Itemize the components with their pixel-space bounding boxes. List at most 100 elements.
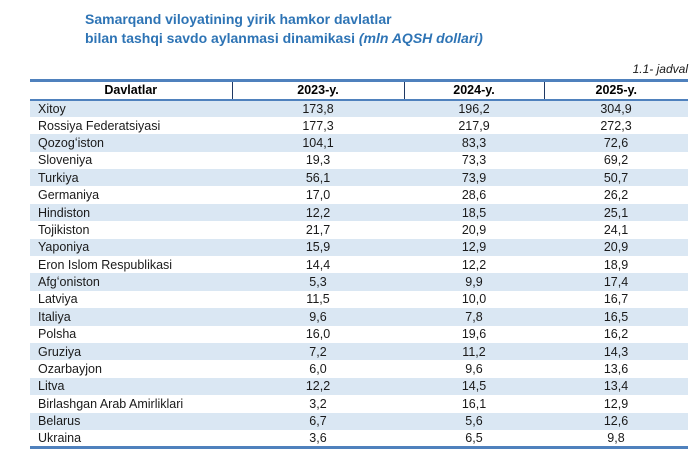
country-name-cell: Eron Islom Respublikasi	[38, 257, 173, 272]
title-line-1: Samarqand viloyatining yirik hamkor davl…	[85, 11, 392, 27]
value-2023-cell: 17,0	[305, 188, 331, 203]
country-name-cell: Qozogʻiston	[38, 135, 105, 150]
table-row: Germaniya 17,0 28,6 26,2	[30, 186, 688, 204]
value-2023-cell: 19,3	[305, 153, 331, 168]
value-2024-cell: 83,3	[461, 135, 487, 150]
value-2023-cell: 11,5	[306, 292, 330, 307]
table-row: Birlashgan Arab Amirliklari 3,2 16,1 12,…	[30, 395, 688, 413]
value-2024-cell: 73,9	[461, 170, 487, 185]
value-2024-cell: 9,6	[465, 362, 483, 377]
value-2025-cell: 25,1	[603, 205, 629, 220]
country-name-cell: Yaponiya	[38, 240, 90, 255]
value-2024-cell: 9,9	[465, 275, 483, 290]
value-2025-cell: 13,4	[603, 379, 629, 394]
value-2023-cell: 21,7	[305, 222, 331, 237]
country-name-cell: Birlashgan Arab Amirliklari	[38, 396, 184, 411]
country-name-cell: Litva	[38, 379, 65, 394]
table-number-label: 1.1- jadval	[632, 62, 688, 76]
value-2025-cell: 16,7	[603, 292, 629, 307]
country-name-cell: Afgʻoniston	[38, 275, 100, 290]
value-2025-cell: 272,3	[600, 118, 632, 133]
value-2025-cell: 72,6	[603, 135, 629, 150]
value-2025-cell: 50,7	[603, 170, 629, 185]
value-2024-cell: 6,5	[465, 430, 483, 445]
table-row: Eron Islom Respublikasi 14,4 12,2 18,9	[30, 256, 688, 274]
table-row: Turkiya 56,1 73,9 50,7	[30, 169, 688, 187]
value-2023-cell: 104,1	[302, 135, 334, 150]
table-row: Latviya 11,5 10,0 16,7	[30, 290, 688, 309]
value-2023-cell: 12,2	[305, 205, 331, 220]
table-row: Qozogʻiston 104,1 83,3 72,6	[30, 134, 688, 152]
country-name-cell: Ukraina	[38, 430, 82, 445]
value-2023-cell: 6,0	[309, 362, 327, 377]
country-name-cell: Rossiya Federatsiyasi	[38, 118, 161, 133]
table-row: Ukraina 3,6 6,5 9,8	[30, 429, 688, 448]
value-2025-cell: 20,9	[603, 240, 629, 255]
title-line-2-text: bilan tashqi savdo aylanmasi dinamikasi	[85, 30, 355, 46]
table-row: Xitoy 173,8 196,2 304,9	[30, 99, 688, 117]
country-name-cell: Italiya	[38, 309, 71, 324]
title-unit-note: (mln AQSH dollari)	[358, 30, 483, 46]
header-countries: Davlatlar	[30, 80, 232, 101]
country-name-cell: Belarus	[38, 414, 81, 429]
table-row: Tojikiston 21,7 20,9 24,1	[30, 221, 688, 239]
value-2023-cell: 177,3	[302, 118, 334, 133]
table-row: Sloveniya 19,3 73,3 69,2	[30, 151, 688, 170]
value-2025-cell: 24,1	[603, 222, 629, 237]
table-row: Rossiya Federatsiyasi 177,3 217,9 272,3	[30, 116, 688, 135]
table-row: Litva 12,2 14,5 13,4	[30, 377, 688, 396]
country-name-cell: Turkiya	[38, 170, 79, 185]
trade-turnover-table: Davlatlar 2023-y. 2024-y. 2025-y. Xitoy …	[30, 79, 688, 449]
value-2024-cell: 73,3	[461, 153, 487, 168]
country-name-cell: Gruziya	[38, 344, 82, 359]
value-2024-cell: 12,2	[461, 257, 487, 272]
country-name-cell: Ozarbayjon	[38, 362, 102, 377]
table-row: Yaponiya 15,9 12,9 20,9	[30, 238, 688, 257]
document-page: Samarqand viloyatining yirik hamkor davl…	[0, 10, 691, 466]
value-2023-cell: 7,2	[309, 344, 327, 359]
value-2023-cell: 16,0	[305, 327, 331, 342]
table-row: Ozarbayjon 6,0 9,6 13,6	[30, 360, 688, 378]
value-2025-cell: 14,3	[603, 344, 629, 359]
value-2023-cell: 14,4	[305, 257, 331, 272]
value-2025-cell: 12,6	[603, 414, 629, 429]
value-2024-cell: 11,2	[462, 344, 486, 359]
value-2024-cell: 20,9	[461, 222, 487, 237]
country-name-cell: Sloveniya	[38, 153, 93, 168]
country-name-cell: Hindiston	[38, 205, 91, 220]
value-2023-cell: 3,6	[309, 430, 327, 445]
value-2024-cell: 5,6	[465, 414, 483, 429]
table-row: Afgʻoniston 5,3 9,9 17,4	[30, 273, 688, 291]
value-2025-cell: 12,9	[603, 396, 629, 411]
table-header-row: Davlatlar 2023-y. 2024-y. 2025-y.	[30, 80, 688, 101]
value-2024-cell: 28,6	[461, 188, 487, 203]
table-row: Gruziya 7,2 11,2 14,3	[30, 342, 688, 361]
title-line-2: bilan tashqi savdo aylanmasi dinamikasi …	[85, 29, 691, 48]
value-2024-cell: 18,5	[461, 205, 487, 220]
value-2023-cell: 3,2	[309, 396, 327, 411]
value-2023-cell: 12,2	[305, 379, 331, 394]
value-2024-cell: 19,6	[461, 327, 487, 342]
country-name-cell: Xitoy	[38, 101, 66, 116]
table-row: Polsha 16,0 19,6 16,2	[30, 325, 688, 343]
value-2025-cell: 9,8	[607, 430, 625, 445]
value-2024-cell: 10,0	[461, 292, 487, 307]
value-2025-cell: 69,2	[603, 153, 629, 168]
value-2023-cell: 9,6	[309, 309, 327, 324]
page-title: Samarqand viloyatining yirik hamkor davl…	[85, 10, 691, 48]
table-row: Hindiston 12,2 18,5 25,1	[30, 203, 688, 222]
header-year-2025: 2025-y.	[543, 80, 688, 101]
value-2023-cell: 5,3	[309, 275, 327, 290]
value-2024-cell: 12,9	[461, 240, 487, 255]
header-year-2023: 2023-y.	[231, 80, 404, 101]
country-name-cell: Tojikiston	[38, 222, 90, 237]
value-2025-cell: 16,5	[603, 309, 629, 324]
country-name-cell: Polsha	[38, 327, 77, 342]
value-2024-cell: 217,9	[458, 118, 490, 133]
value-2025-cell: 304,9	[600, 101, 632, 116]
value-2023-cell: 56,1	[305, 170, 331, 185]
value-2024-cell: 196,2	[458, 101, 490, 116]
country-name-cell: Germaniya	[38, 188, 100, 203]
value-2024-cell: 7,8	[465, 309, 483, 324]
value-2023-cell: 15,9	[305, 240, 331, 255]
